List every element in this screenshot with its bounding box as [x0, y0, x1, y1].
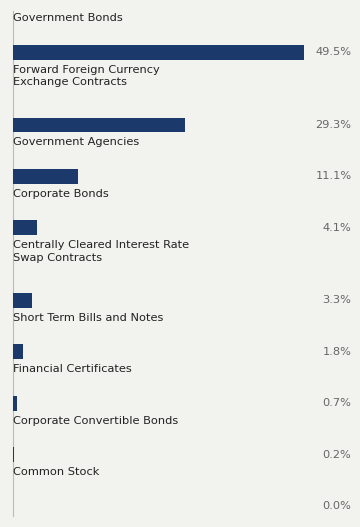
- Text: Forward Foreign Currency
Exchange Contracts: Forward Foreign Currency Exchange Contra…: [13, 65, 159, 87]
- Text: Government Bonds: Government Bonds: [13, 13, 122, 23]
- Bar: [13, 118, 185, 132]
- Text: Short Term Bills and Notes: Short Term Bills and Notes: [13, 313, 163, 323]
- Bar: [13, 45, 304, 60]
- Text: Corporate Bonds: Corporate Bonds: [13, 189, 108, 199]
- Bar: [13, 447, 14, 462]
- Text: 29.3%: 29.3%: [315, 120, 351, 130]
- Bar: [13, 293, 32, 308]
- Text: 49.5%: 49.5%: [315, 47, 351, 57]
- Text: Common Stock: Common Stock: [13, 467, 99, 477]
- Bar: [13, 169, 78, 184]
- Bar: [13, 396, 17, 411]
- Text: 0.2%: 0.2%: [323, 450, 351, 460]
- Text: 4.1%: 4.1%: [323, 223, 351, 233]
- Text: 11.1%: 11.1%: [315, 171, 351, 181]
- Text: 3.3%: 3.3%: [323, 296, 351, 306]
- Text: Government Agencies: Government Agencies: [13, 137, 139, 147]
- Text: Corporate Convertible Bonds: Corporate Convertible Bonds: [13, 416, 178, 426]
- Text: 0.0%: 0.0%: [323, 501, 351, 511]
- Text: 1.8%: 1.8%: [323, 347, 351, 357]
- Bar: [13, 220, 37, 236]
- Text: 0.7%: 0.7%: [323, 398, 351, 408]
- Bar: [13, 345, 23, 359]
- Text: Centrally Cleared Interest Rate
Swap Contracts: Centrally Cleared Interest Rate Swap Con…: [13, 240, 189, 262]
- Text: Financial Certificates: Financial Certificates: [13, 364, 131, 374]
